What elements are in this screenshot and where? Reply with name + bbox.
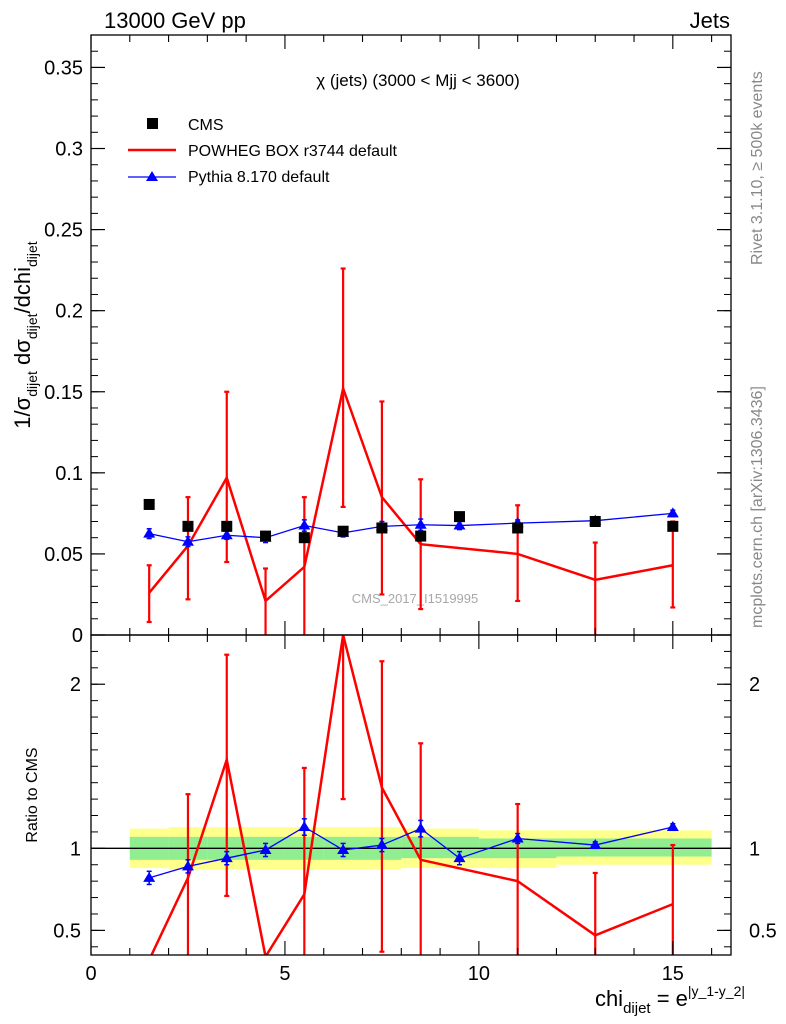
ratio-pythia-marker bbox=[181, 860, 194, 871]
main-axes: 0 0.05 0.1 0.15 0.2 0.25 0.3 0.35 bbox=[44, 34, 731, 647]
cms-data-point bbox=[415, 530, 427, 542]
cms-data-point bbox=[376, 522, 388, 534]
cms-data-point bbox=[667, 520, 679, 532]
cms-data-point bbox=[143, 498, 155, 510]
ratio-axes: 0.5 0.5 1 1 2 2 0 5 10 15 bbox=[53, 635, 777, 985]
ratio-y-tick-label-right: 1 bbox=[749, 838, 760, 860]
header-left-label: 13000 GeV pp bbox=[104, 8, 246, 33]
x-axis-label: chidijet = e|y_1-y_2| bbox=[595, 983, 745, 1017]
mcplots-label: mcplots.cern.ch [arXiv:1306.3436] bbox=[749, 386, 766, 628]
ratio-pythia-marker bbox=[666, 821, 679, 831]
header-right-label: Jets bbox=[690, 8, 730, 33]
ratio-pythia-marker bbox=[259, 843, 272, 854]
cms-data-point bbox=[453, 511, 465, 523]
ratio-data-layer bbox=[143, 635, 679, 955]
ratio-pythia-marker bbox=[511, 832, 524, 843]
pythia-marker bbox=[414, 518, 427, 529]
ratio-panel: 0.5 0.5 1 1 2 2 0 5 10 15 Ratio to CMS chidijet =… bbox=[24, 634, 777, 1017]
powheg-series-line bbox=[148, 383, 674, 604]
ratio-pythia-line bbox=[148, 826, 673, 879]
pythia-series-line bbox=[149, 512, 673, 543]
ylabel-part-b: dσ bbox=[10, 339, 35, 371]
cms-data-point bbox=[260, 530, 272, 542]
cms-data-point bbox=[221, 520, 233, 532]
main-y-tick-label: 0.3 bbox=[55, 139, 83, 161]
cms-data-point bbox=[298, 532, 310, 544]
main-y-tick-label: 0.25 bbox=[44, 220, 83, 242]
ratio-pythia-marker bbox=[375, 839, 388, 850]
x-tick-label: 10 bbox=[468, 963, 490, 985]
main-y-axis-label: 1/σdijet dσdijet/dchidijet bbox=[10, 241, 40, 429]
ylabel-part-c: /dchi bbox=[10, 267, 35, 313]
pythia-marker bbox=[298, 519, 311, 530]
ratio-pythia-marker bbox=[453, 852, 466, 863]
ratio-pythia-marker bbox=[143, 871, 156, 882]
ratio-y-tick-label-right: 0.5 bbox=[749, 920, 777, 942]
pythia-marker bbox=[666, 507, 679, 518]
main-panel: CMS_2017_I1519995 0 0.05 0.1 0.15 0.2 0.25 0.3… bbox=[10, 34, 732, 647]
x-tick-label: 5 bbox=[279, 963, 290, 985]
ratio-pythia-marker bbox=[414, 822, 427, 833]
ratio-pythia-marker bbox=[337, 843, 350, 854]
x-tick-label: 15 bbox=[662, 963, 684, 985]
main-data-layer bbox=[143, 267, 679, 635]
ratio-pythia-marker bbox=[298, 821, 311, 831]
ylabel-sub-a: dijet bbox=[24, 371, 40, 397]
ylabel-sub-c: dijet bbox=[24, 241, 40, 267]
cms-data-point bbox=[589, 515, 601, 527]
pythia-marker bbox=[143, 527, 156, 538]
main-y-tick-label: 0.15 bbox=[44, 382, 83, 404]
ratio-powheg-line bbox=[150, 635, 674, 955]
legend-pythia-label: Pythia 8.170 default bbox=[188, 169, 330, 186]
legend-cms-marker bbox=[147, 118, 158, 129]
main-y-tick-label: 0.05 bbox=[44, 544, 83, 566]
ratio-y-tick-label: 2 bbox=[70, 674, 81, 696]
xlabel-eq: = e bbox=[651, 986, 688, 1011]
legend: CMS POWHEG BOX r3744 default Pythia 8.17… bbox=[128, 117, 398, 186]
xlabel-base: chi bbox=[595, 986, 623, 1011]
ratio-pythia-marker bbox=[589, 839, 602, 850]
main-title: χ (jets) (3000 < Mjj < 3600) bbox=[316, 71, 520, 90]
xlabel-sup: |y_1-y_2| bbox=[688, 983, 745, 999]
ratio-plot-frame bbox=[90, 634, 732, 956]
x-tick-label: 0 bbox=[85, 963, 96, 985]
main-y-tick-label: 0 bbox=[72, 625, 83, 647]
ratio-pythia-marker bbox=[220, 852, 233, 863]
ylabel-part-a: 1/σ bbox=[10, 396, 35, 428]
pythia-marker bbox=[453, 519, 466, 530]
legend-cms-label: CMS bbox=[188, 117, 224, 134]
xlabel-sub: dijet bbox=[623, 1000, 651, 1017]
rivet-version-label: Rivet 3.1.10, ≥ 500k events bbox=[749, 71, 766, 265]
ratio-y-tick-label: 1 bbox=[70, 838, 81, 860]
cms-data-point bbox=[182, 520, 194, 532]
main-y-tick-label: 0.35 bbox=[44, 57, 83, 79]
legend-powheg-label: POWHEG BOX r3744 default bbox=[188, 143, 398, 160]
watermark-analysis-id: CMS_2017_I1519995 bbox=[352, 591, 479, 606]
pythia-marker bbox=[181, 535, 194, 546]
pythia-marker bbox=[220, 529, 233, 540]
ratio-y-tick-label-right: 2 bbox=[749, 674, 760, 696]
legend-pythia-marker bbox=[146, 171, 158, 181]
cms-data-point bbox=[512, 522, 524, 534]
main-y-tick-label: 0.2 bbox=[55, 301, 83, 323]
ratio-y-tick-label: 0.5 bbox=[53, 920, 81, 942]
ylabel-sub-b: dijet bbox=[24, 313, 40, 339]
main-y-tick-label: 0.1 bbox=[55, 463, 83, 485]
ratio-y-axis-label: Ratio to CMS bbox=[24, 747, 41, 842]
cms-data-point bbox=[337, 525, 349, 537]
